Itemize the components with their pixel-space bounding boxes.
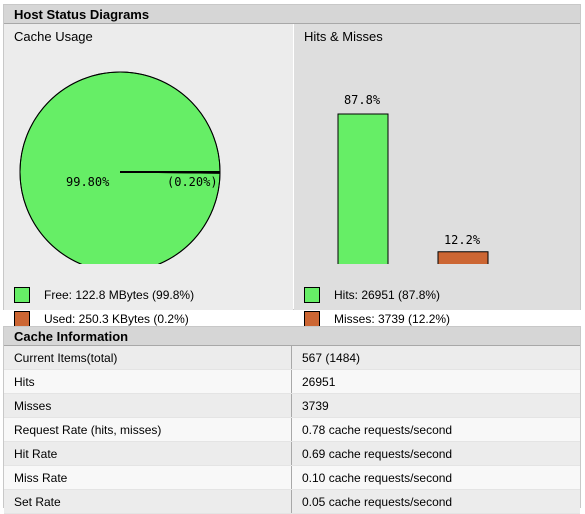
pie-free-label: 99.80% [66, 175, 110, 189]
legend-hits: Hits: 26951 (87.8%) [304, 286, 440, 304]
legend-used-label: Used: 250.3 KBytes (0.2%) [44, 312, 189, 326]
table-row: Hits 26951 [4, 369, 580, 394]
diagrams-body: Cache Usage 99.80% (0.20%) Free: 122.8 M… [4, 24, 580, 327]
row-value: 26951 [291, 369, 580, 394]
table-row: Hit Rate 0.69 cache requests/second [4, 441, 580, 466]
row-label: Misses [4, 393, 292, 418]
row-value: 0.78 cache requests/second [291, 417, 580, 442]
hits-swatch [304, 287, 320, 303]
table-row: Request Rate (hits, misses) 0.78 cache re… [4, 417, 580, 442]
misses-swatch [304, 311, 320, 327]
bar-hits-label: 87.8% [344, 93, 381, 107]
row-value: 0.05 cache requests/second [291, 489, 580, 514]
pie-used-label: (0.20%) [167, 175, 218, 189]
hits-misses-title: Hits & Misses [304, 29, 383, 44]
hits-misses-section: Hits & Misses 87.8% 12.2% Hits: 26951 (8… [294, 24, 580, 327]
legend-hits-label: Hits: 26951 (87.8%) [334, 288, 441, 302]
legend-free-label: Free: 122.8 MBytes (99.8%) [44, 288, 195, 302]
row-value: 0.10 cache requests/second [291, 465, 580, 490]
used-swatch [14, 311, 30, 327]
cache-information-header: Cache Information [4, 327, 580, 346]
cache-information-table: Current Items(total) 567 (1484) Hits 26951… [4, 346, 580, 514]
cache-usage-title: Cache Usage [14, 29, 93, 44]
host-status-header: Host Status Diagrams [4, 5, 580, 24]
row-label: Hits [4, 369, 292, 394]
table-row: Miss Rate 0.10 cache requests/second [4, 465, 580, 490]
bar-hits [337, 113, 389, 264]
row-label: Set Rate [4, 489, 292, 514]
cache-usage-section: Cache Usage 99.80% (0.20%) Free: 122.8 M… [4, 24, 293, 327]
legend-misses-label: Misses: 3739 (12.2%) [334, 312, 451, 326]
table-row: Set Rate 0.05 cache requests/second [4, 489, 580, 514]
table-row: Misses 3739 [4, 393, 580, 418]
host-status-panel: Host Status Diagrams Cache Usage 99.80% … [3, 4, 581, 327]
row-value: 3739 [291, 393, 580, 418]
table-row: Current Items(total) 567 (1484) [4, 346, 580, 370]
row-value: 0.69 cache requests/second [291, 441, 580, 466]
bar-misses-label: 12.2% [444, 233, 481, 247]
bar-misses [437, 251, 489, 264]
cache-information-panel: Cache Information Current Items(total) 56… [3, 326, 581, 514]
legend-free: Free: 122.8 MBytes (99.8%) [14, 286, 194, 304]
free-swatch [14, 287, 30, 303]
row-label: Current Items(total) [4, 346, 292, 370]
row-value: 567 (1484) [291, 346, 580, 370]
cache-usage-pie-chart: 99.80% (0.20%) [19, 71, 221, 264]
row-label: Request Rate (hits, misses) [4, 417, 292, 442]
hits-misses-bar-chart: 87.8% 12.2% [337, 93, 489, 264]
row-label: Hit Rate [4, 441, 292, 466]
row-label: Miss Rate [4, 465, 292, 490]
